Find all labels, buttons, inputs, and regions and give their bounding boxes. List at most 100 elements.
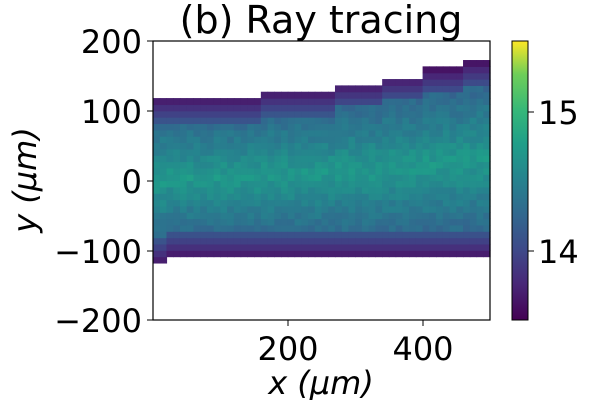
heatmap-cell (334, 237, 343, 245)
heatmap-cell (240, 136, 248, 144)
heatmap-cell (173, 104, 181, 112)
heatmap-cell (166, 212, 174, 220)
heatmap-cell (186, 104, 195, 112)
heatmap-cell (375, 250, 383, 258)
heatmap-cell (463, 174, 471, 182)
heatmap-cell (469, 117, 478, 125)
heatmap-cell (436, 174, 444, 182)
heatmap-cell (274, 110, 282, 118)
heatmap-cell (469, 243, 478, 251)
heatmap-cell (274, 250, 282, 258)
heatmap-cell (361, 148, 370, 156)
heatmap-cell (348, 85, 356, 93)
heatmap-cell (334, 186, 343, 194)
heatmap-cell (449, 79, 457, 86)
heatmap-cell (206, 117, 215, 125)
heatmap-cell (476, 237, 484, 245)
heatmap-cell (254, 212, 262, 220)
heatmap-cell (409, 110, 417, 118)
heatmap-cell (247, 123, 255, 131)
heatmap-cell (301, 104, 309, 112)
heatmap-cell (153, 243, 161, 251)
heatmap-cell (281, 193, 289, 201)
heatmap-cell (355, 224, 363, 232)
heatmap-cell (375, 155, 383, 163)
heatmap-cell (375, 129, 383, 137)
heatmap-cell (368, 231, 377, 239)
heatmap-cell (361, 167, 370, 175)
heatmap-cell (240, 129, 248, 137)
heatmap-cell (395, 250, 403, 258)
heatmap-cell (294, 155, 302, 163)
heatmap-cell (294, 237, 302, 245)
heatmap-cell (409, 218, 417, 226)
heatmap-cell (334, 224, 343, 232)
heatmap-cell (206, 199, 215, 207)
heatmap-cell (186, 123, 195, 131)
heatmap-cell (415, 110, 424, 118)
heatmap-cell (341, 224, 350, 232)
heatmap-cell (206, 218, 215, 226)
heatmap-cell (301, 117, 309, 125)
heatmap-cell (382, 174, 390, 182)
heatmap-cell (476, 231, 484, 239)
heatmap-cell (281, 91, 289, 99)
heatmap-cell (402, 218, 410, 226)
heatmap-cell (456, 167, 464, 175)
heatmap-cell (483, 85, 491, 93)
heatmap-cell (409, 237, 417, 245)
heatmap-cell (206, 243, 215, 251)
heatmap-cell (159, 174, 168, 182)
heatmap-cell (463, 155, 471, 163)
heatmap-cell (415, 212, 424, 220)
heatmap-cell (193, 250, 201, 258)
heatmap-cell (159, 167, 168, 175)
heatmap-cell (328, 148, 336, 156)
heatmap-cell (456, 237, 464, 245)
heatmap-cell (254, 117, 262, 125)
heatmap-cell (334, 104, 343, 112)
heatmap-cell (233, 98, 242, 106)
heatmap-cell (368, 142, 377, 150)
heatmap-cell (449, 72, 457, 80)
heatmap-cell (200, 250, 208, 258)
heatmap-cell (442, 72, 451, 80)
heatmap-cell (200, 155, 208, 163)
heatmap-cell (442, 79, 451, 86)
heatmap-cell (186, 243, 195, 251)
heatmap-cell (409, 98, 417, 106)
heatmap-cell (173, 193, 181, 201)
heatmap-cell (267, 231, 275, 239)
heatmap-cell (415, 85, 424, 93)
heatmap-cell (267, 224, 275, 232)
heatmap-cell (348, 250, 356, 258)
heatmap-cell (355, 186, 363, 194)
heatmap-cell (469, 174, 478, 182)
heatmap-cell (173, 224, 181, 232)
heatmap-cell (254, 218, 262, 226)
heatmap-cell (402, 142, 410, 150)
colorbar-tick-label: 14 (538, 233, 579, 271)
heatmap-cell (483, 186, 491, 194)
heatmap-cell (206, 155, 215, 163)
heatmap-cell (415, 129, 424, 137)
heatmap-cell (409, 250, 417, 258)
heatmap-cell (375, 218, 383, 226)
heatmap-cell (382, 212, 390, 220)
heatmap-cell (483, 174, 491, 182)
heatmap-cell (301, 155, 309, 163)
heatmap-cell (334, 110, 343, 118)
heatmap-cell (334, 148, 343, 156)
heatmap-cell (153, 161, 161, 169)
heatmap-cell (206, 123, 215, 131)
heatmap-cell (247, 243, 255, 251)
heatmap-cell (469, 212, 478, 220)
heatmap-cell (341, 186, 350, 194)
heatmap-cell (463, 161, 471, 169)
heatmap-cell (436, 199, 444, 207)
heatmap-cell (179, 250, 188, 258)
heatmap-cell (193, 142, 201, 150)
heatmap-cell (429, 218, 437, 226)
heatmap-cell (328, 174, 336, 182)
heatmap-cell (469, 199, 478, 207)
